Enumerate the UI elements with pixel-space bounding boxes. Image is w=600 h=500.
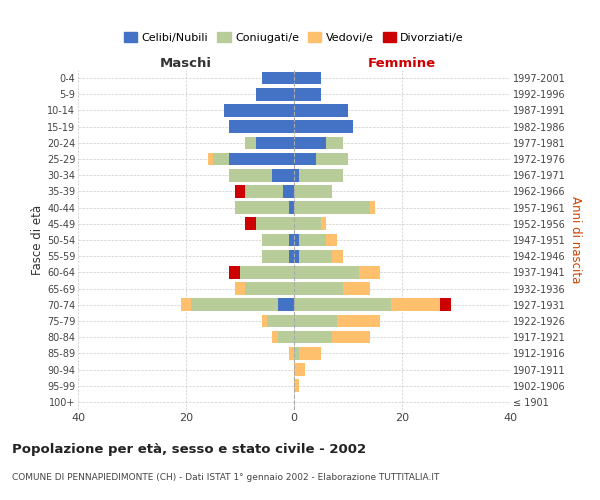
Legend: Celibi/Nubili, Coniugati/e, Vedovi/e, Divorziati/e: Celibi/Nubili, Coniugati/e, Vedovi/e, Di…: [119, 28, 469, 48]
Bar: [343, 282, 370, 295]
Bar: [316, 152, 348, 166]
Bar: [391, 298, 440, 311]
Bar: [294, 202, 370, 214]
Bar: [235, 282, 245, 295]
Bar: [235, 202, 289, 214]
Bar: [294, 347, 299, 360]
Bar: [294, 104, 348, 117]
Bar: [299, 169, 343, 181]
Bar: [294, 298, 391, 311]
Text: Popolazione per età, sesso e stato civile - 2002: Popolazione per età, sesso e stato civil…: [12, 442, 366, 456]
Bar: [278, 298, 294, 311]
Text: Femmine: Femmine: [368, 57, 436, 70]
Bar: [229, 169, 272, 181]
Bar: [370, 202, 375, 214]
Bar: [299, 234, 326, 246]
Bar: [181, 298, 191, 311]
Bar: [262, 234, 289, 246]
Bar: [294, 88, 321, 101]
Bar: [299, 347, 321, 360]
Bar: [262, 314, 267, 328]
Bar: [294, 234, 299, 246]
Bar: [294, 185, 332, 198]
Y-axis label: Anni di nascita: Anni di nascita: [569, 196, 583, 284]
Bar: [229, 266, 240, 278]
Bar: [272, 331, 278, 344]
Text: Maschi: Maschi: [160, 57, 212, 70]
Bar: [294, 282, 343, 295]
Bar: [208, 152, 213, 166]
Bar: [294, 152, 316, 166]
Bar: [289, 234, 294, 246]
Bar: [256, 136, 294, 149]
Bar: [224, 104, 294, 117]
Bar: [294, 72, 321, 85]
Bar: [294, 266, 359, 278]
Bar: [294, 331, 332, 344]
Bar: [294, 136, 326, 149]
Bar: [256, 88, 294, 101]
Bar: [294, 314, 337, 328]
Bar: [262, 72, 294, 85]
Bar: [294, 218, 321, 230]
Bar: [267, 314, 294, 328]
Bar: [294, 169, 299, 181]
Bar: [294, 250, 299, 262]
Bar: [289, 202, 294, 214]
Bar: [240, 266, 294, 278]
Bar: [229, 120, 294, 133]
Bar: [256, 218, 294, 230]
Y-axis label: Fasce di età: Fasce di età: [31, 205, 44, 275]
Bar: [289, 250, 294, 262]
Bar: [272, 169, 294, 181]
Bar: [294, 120, 353, 133]
Bar: [332, 250, 343, 262]
Bar: [440, 298, 451, 311]
Bar: [245, 136, 256, 149]
Bar: [278, 331, 294, 344]
Bar: [294, 380, 299, 392]
Bar: [326, 234, 337, 246]
Bar: [245, 282, 294, 295]
Bar: [213, 152, 229, 166]
Bar: [229, 152, 294, 166]
Bar: [262, 250, 289, 262]
Bar: [337, 314, 380, 328]
Text: COMUNE DI PENNAPIEDIMONTE (CH) - Dati ISTAT 1° gennaio 2002 - Elaborazione TUTTI: COMUNE DI PENNAPIEDIMONTE (CH) - Dati IS…: [12, 472, 439, 482]
Bar: [321, 218, 326, 230]
Bar: [245, 185, 283, 198]
Bar: [191, 298, 278, 311]
Bar: [359, 266, 380, 278]
Bar: [245, 218, 256, 230]
Bar: [283, 185, 294, 198]
Bar: [294, 363, 305, 376]
Bar: [235, 185, 245, 198]
Bar: [299, 250, 332, 262]
Bar: [332, 331, 370, 344]
Bar: [326, 136, 343, 149]
Bar: [289, 347, 294, 360]
